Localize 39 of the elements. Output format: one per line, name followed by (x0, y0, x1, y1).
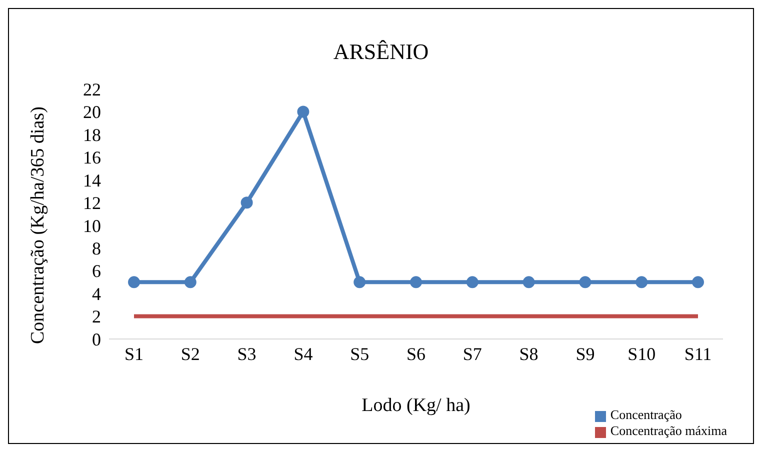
point (410, 276, 422, 288)
y-tick-label: 10 (83, 216, 101, 236)
y-tick-label: 16 (83, 148, 101, 168)
y-tick-label: 22 (83, 79, 101, 100)
chart-title: ARSÊNIO (332, 39, 430, 65)
x-tick-label: S7 (462, 344, 482, 364)
point (184, 276, 196, 288)
y-tick-label: 8 (92, 238, 101, 258)
legend-label: Concentração (610, 407, 682, 422)
x-tick-label: S10 (628, 344, 656, 364)
y-tick-label: 0 (92, 329, 101, 350)
point (692, 276, 704, 288)
x-axis-title: Lodo (Kg/ ha) (362, 395, 470, 416)
legend-label: Concentração máxima (610, 423, 727, 438)
point (579, 276, 592, 288)
point (240, 196, 253, 209)
x-tick-label: S6 (406, 344, 426, 364)
x-tick-label: S11 (684, 344, 712, 364)
y-tick-label: 20 (83, 102, 101, 122)
y-tick-label: 4 (92, 284, 101, 304)
x-tick-label: S8 (519, 344, 538, 364)
x-tick-label: S3 (237, 344, 256, 364)
point (354, 276, 366, 288)
x-tick-label: S2 (180, 344, 200, 364)
x-tick-label: S9 (576, 344, 595, 364)
y-tick-label: 6 (92, 261, 101, 282)
x-tick-label: S4 (294, 344, 313, 364)
y-tick-label: 18 (83, 124, 101, 145)
point (466, 276, 478, 288)
x-tick-label: S1 (124, 344, 144, 364)
x-tick-label: S5 (350, 344, 370, 364)
point (636, 276, 648, 288)
point (522, 276, 535, 288)
y-tick-label: 12 (83, 193, 101, 214)
y-tick-label: 14 (83, 170, 101, 190)
y-axis-title: Concentração (Kg/ha/365 dias) (28, 106, 49, 344)
point (297, 106, 310, 118)
y-tick-label: 2 (92, 306, 101, 327)
point (128, 276, 140, 288)
